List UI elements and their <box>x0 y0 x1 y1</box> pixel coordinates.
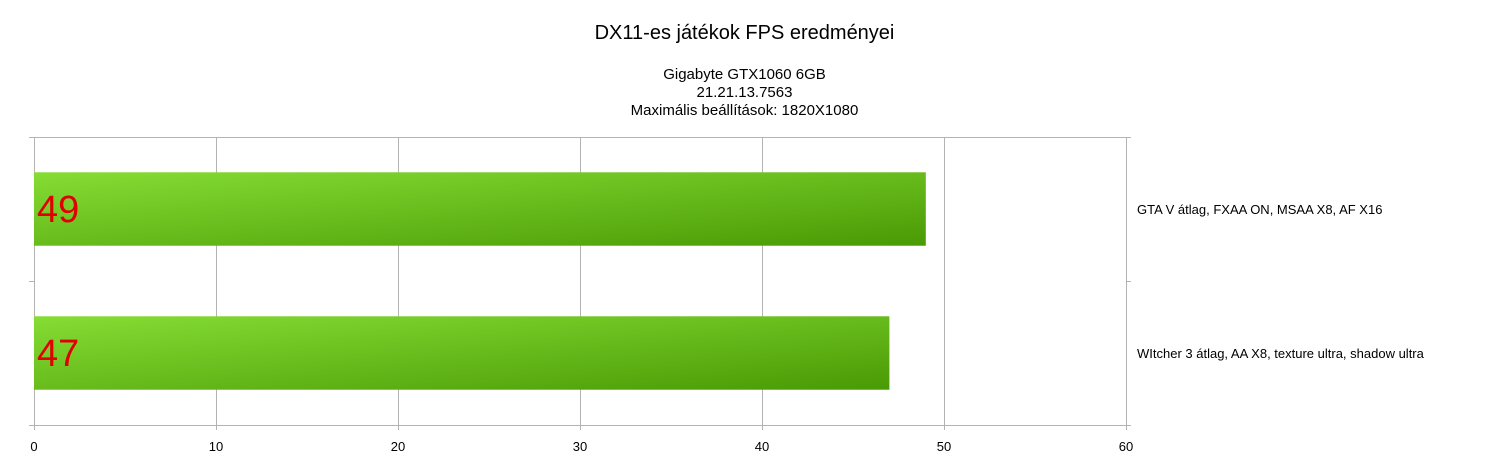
bar-2 <box>34 316 890 390</box>
subtitle-line-settings: Maximális beállítások: 1820X1080 <box>630 102 859 119</box>
axis-layer: 0 10 20 30 40 50 60 <box>29 137 1133 454</box>
chart-subtitle: Gigabyte GTX1060 6GB 21.21.13.7563 Maxim… <box>0 66 1489 120</box>
x-tick-label: 60 <box>1119 439 1133 454</box>
chart-title: DX11-es játékok FPS eredményei <box>594 22 895 44</box>
bar-layer <box>34 172 926 390</box>
x-tick-label: 10 <box>209 439 223 454</box>
x-tick-label: 40 <box>755 439 769 454</box>
bar-1 <box>34 172 926 246</box>
category-label: WItcher 3 átlag, AA X8, texture ultra, s… <box>1137 346 1425 361</box>
bar-value-label: 49 <box>37 189 79 231</box>
x-tick-label: 0 <box>30 439 37 454</box>
label-layer: 49 GTA V átlag, FXAA ON, MSAA X8, AF X16 4… <box>37 189 1425 375</box>
bar-value-label: 47 <box>37 333 79 375</box>
category-label: GTA V átlag, FXAA ON, MSAA X8, AF X16 <box>1137 202 1382 217</box>
grid-layer <box>34 137 1131 430</box>
x-tick-label: 20 <box>391 439 405 454</box>
x-tick-label: 50 <box>937 439 951 454</box>
subtitle-line-driver: 21.21.13.7563 <box>696 84 793 101</box>
x-tick-label: 30 <box>573 439 587 454</box>
subtitle-line-gpu: Gigabyte GTX1060 6GB <box>663 66 826 83</box>
